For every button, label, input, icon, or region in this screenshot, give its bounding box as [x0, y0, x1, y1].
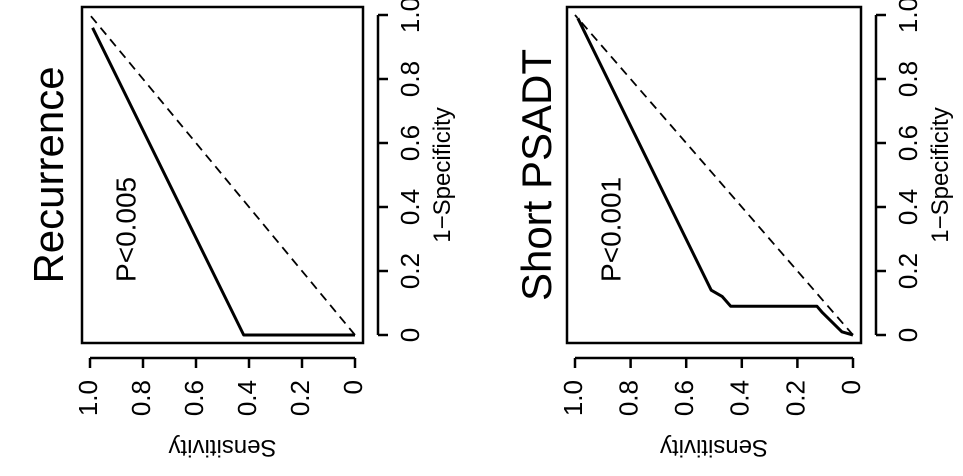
x-tick-label: 0 — [395, 328, 425, 342]
x-tick-label: 0.4 — [893, 189, 923, 225]
y-tick-label: 0 — [836, 380, 866, 394]
y-axis-label: Sensitivity — [168, 434, 276, 461]
y-tick-label: 0.4 — [725, 380, 755, 416]
y-tick-label: 1.0 — [558, 380, 588, 416]
x-tick-label: 0.4 — [395, 189, 425, 225]
roc-curve — [576, 17, 854, 337]
chart-title: Recurrence — [25, 66, 72, 283]
x-tick-label: 0.8 — [893, 61, 923, 97]
y-tick-label: 0.6 — [179, 380, 209, 416]
x-axis-label: 1−Specificity — [429, 107, 456, 242]
x-tick-label: 0.2 — [893, 253, 923, 289]
y-tick-label: 0.4 — [232, 380, 262, 416]
roc-panel-1: 0 0.2 0.4 0.6 0.8 1.0 1−Specificity 0 0.2 0.4 0.6 0… — [25, 0, 456, 461]
x-tick-label: 1.0 — [893, 0, 923, 33]
roc-curve — [91, 27, 355, 337]
reference-diagonal — [89, 14, 356, 336]
x-tick-label: 0 — [893, 328, 923, 342]
x-axis-label: 1−Specificity — [927, 107, 954, 242]
reference-diagonal — [574, 14, 854, 336]
y-tick-label: 0.2 — [285, 380, 315, 416]
x-tick-label: 1.0 — [395, 0, 425, 33]
x-tick-label: 0.6 — [395, 125, 425, 161]
y-tick-label: 0.6 — [669, 380, 699, 416]
chart-title: Short PSADT — [513, 49, 560, 301]
y-tick-label: 0.2 — [780, 380, 810, 416]
y-tick-label: 0.8 — [126, 380, 156, 416]
p-value-annotation: P<0.005 — [110, 177, 141, 282]
roc-panel-2: 0 0.2 0.4 0.6 0.8 1.0 1−Specificity 0 0.2 0.4 0.6 0… — [513, 0, 954, 461]
y-tick-label: 0.8 — [613, 380, 643, 416]
y-tick-label: 1.0 — [73, 380, 103, 416]
plot-frame — [565, 5, 863, 345]
x-tick-label: 0.6 — [893, 125, 923, 161]
plot-frame — [80, 5, 365, 345]
x-tick-label: 0.8 — [395, 61, 425, 97]
x-tick-label: 0.2 — [395, 253, 425, 289]
p-value-annotation: P<0.001 — [595, 177, 626, 282]
y-tick-label: 0 — [338, 380, 368, 394]
y-axis-label: Sensitivity — [660, 434, 768, 461]
